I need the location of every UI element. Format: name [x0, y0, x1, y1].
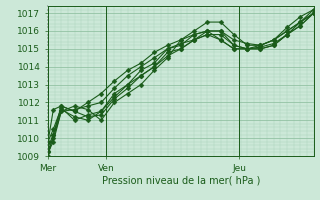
X-axis label: Pression niveau de la mer( hPa ): Pression niveau de la mer( hPa ): [102, 175, 260, 185]
